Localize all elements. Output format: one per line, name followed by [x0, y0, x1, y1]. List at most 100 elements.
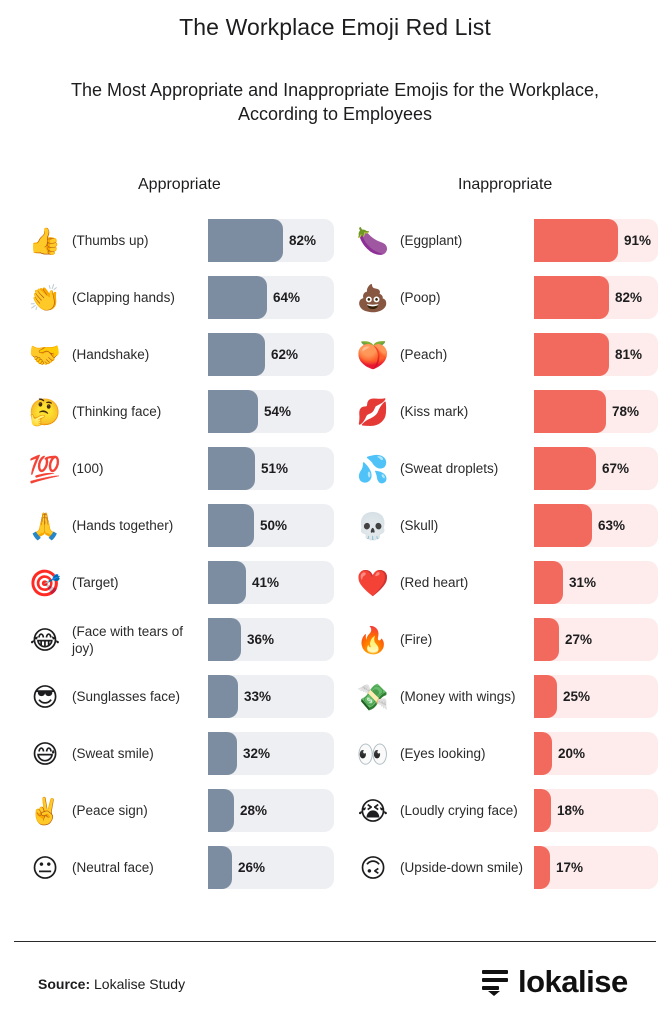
lokalise-logo-text: lokalise — [518, 964, 628, 999]
appropriate-bar — [208, 618, 241, 661]
appropriate-bar — [208, 846, 232, 889]
appropriate-category-label: (Face with tears of joy) — [72, 623, 184, 656]
appropriate-value-label: 82% — [289, 233, 317, 248]
inappropriate-category-label: (Upside-down smile) — [400, 860, 524, 875]
appropriate-bar — [208, 789, 234, 832]
lokalise-logo: lokalise — [480, 962, 628, 1002]
appropriate-bar-track — [208, 846, 334, 889]
inappropriate-value-label: 67% — [602, 461, 630, 476]
inappropriate-value-label: 27% — [565, 632, 593, 647]
appropriate-value-label: 64% — [273, 290, 301, 305]
lokalise-logo-icon — [482, 970, 508, 996]
appropriate-row: ✌️ (Peace sign) 28% — [28, 789, 334, 832]
source-text: Lokalise Study — [90, 976, 186, 992]
appropriate-bar-track — [208, 675, 334, 718]
appropriate-value-label: 62% — [271, 347, 299, 362]
appropriate-bar — [208, 219, 283, 262]
appropriate-bar-track — [208, 561, 334, 604]
inappropriate-category-label: (Fire) — [400, 632, 433, 647]
inappropriate-emoji-icon: 🙃 — [359, 854, 387, 884]
appropriate-row: 👍 (Thumbs up) 82% — [28, 219, 334, 262]
inappropriate-bar-track — [534, 732, 658, 775]
appropriate-bar-track — [208, 333, 334, 376]
inappropriate-bar — [534, 618, 559, 661]
appropriate-bar — [208, 675, 238, 718]
inappropriate-category-label: (Kiss mark) — [400, 404, 469, 419]
appropriate-bar — [208, 504, 254, 547]
inappropriate-category-label: (Skull) — [400, 518, 439, 533]
inappropriate-row: 🙃 (Upside-down smile) 17% — [356, 846, 658, 889]
inappropriate-emoji-icon: 💸 — [356, 683, 390, 713]
appropriate-value-label: 41% — [252, 575, 280, 590]
appropriate-row: 😎 (Sunglasses face) 33% — [28, 675, 334, 718]
appropriate-category-label: (100) — [72, 461, 104, 476]
inappropriate-category-label: (Money with wings) — [400, 689, 516, 704]
appropriate-value-label: 51% — [261, 461, 289, 476]
inappropriate-emoji-icon: 👀 — [356, 740, 390, 770]
inappropriate-bar — [534, 276, 609, 319]
appropriate-category-label: (Peace sign) — [72, 803, 148, 818]
chart-subtitle: The Most Appropriate and Inappropriate E… — [71, 80, 599, 124]
appropriate-row: 🤔 (Thinking face) 54% — [28, 390, 334, 433]
appropriate-category-label: (Target) — [72, 575, 119, 590]
footer-divider — [14, 941, 656, 942]
appropriate-emoji-icon: 🙏 — [28, 512, 62, 542]
inappropriate-bar — [534, 504, 592, 547]
appropriate-bar-track — [208, 504, 334, 547]
source-note: Source: Lokalise Study — [38, 976, 185, 992]
inappropriate-bar-track — [534, 333, 658, 376]
appropriate-bar-track — [208, 447, 334, 490]
inappropriate-value-label: 18% — [557, 803, 585, 818]
inappropriate-category-label: (Poop) — [400, 290, 441, 305]
appropriate-emoji-icon: 🎯 — [28, 569, 62, 599]
inappropriate-bar — [534, 333, 609, 376]
appropriate-row: 😅 (Sweat smile) 32% — [28, 732, 334, 775]
appropriate-emoji-icon: 💯 — [28, 455, 62, 485]
inappropriate-bar-track — [534, 561, 658, 604]
inappropriate-emoji-icon: 🍑 — [356, 341, 390, 371]
inappropriate-value-label: 82% — [615, 290, 643, 305]
appropriate-bar — [208, 276, 267, 319]
appropriate-bar — [208, 447, 255, 490]
inappropriate-bar-track — [534, 675, 658, 718]
appropriate-bar — [208, 732, 237, 775]
appropriate-category-label: (Sunglasses face) — [72, 689, 181, 704]
inappropriate-row: 💩 (Poop) 82% — [356, 276, 658, 319]
inappropriate-bar-track — [534, 219, 658, 262]
inappropriate-row: 👀 (Eyes looking) 20% — [356, 732, 658, 775]
appropriate-category-label: (Clapping hands) — [72, 290, 175, 305]
inappropriate-value-label: 17% — [556, 860, 584, 875]
appropriate-category-label: (Hands together) — [72, 518, 174, 533]
chart-title: The Workplace Emoji Red List — [179, 14, 491, 40]
appropriate-category-label: (Sweat smile) — [72, 746, 154, 761]
inappropriate-row: 🔥 (Fire) 27% — [356, 618, 658, 661]
inappropriate-bar-track — [534, 789, 658, 832]
inappropriate-category-label: (Sweat droplets) — [400, 461, 499, 476]
inappropriate-heading: Inappropriate — [458, 176, 553, 193]
appropriate-emoji-icon: 😂 — [29, 626, 61, 656]
inappropriate-bar-track — [534, 447, 658, 490]
inappropriate-emoji-icon: 💀 — [356, 512, 390, 542]
appropriate-category-label: (Handshake) — [72, 347, 150, 362]
inappropriate-value-label: 81% — [615, 347, 643, 362]
inappropriate-row: 🍑 (Peach) 81% — [356, 333, 658, 376]
inappropriate-bar-track — [534, 846, 658, 889]
inappropriate-value-label: 78% — [612, 404, 640, 419]
appropriate-row: 🙏 (Hands together) 50% — [28, 504, 334, 547]
inappropriate-row: 💸 (Money with wings) 25% — [356, 675, 658, 718]
inappropriate-bar-track — [534, 276, 658, 319]
appropriate-emoji-icon: 😐 — [31, 854, 59, 884]
appropriate-bar-track — [208, 390, 334, 433]
inappropriate-category-label: (Eyes looking) — [400, 746, 486, 761]
inappropriate-emoji-icon: 🔥 — [356, 626, 390, 656]
inappropriate-category-label: (Peach) — [400, 347, 448, 362]
inappropriate-row: ❤️ (Red heart) 31% — [356, 561, 658, 604]
inappropriate-emoji-icon: 💩 — [356, 284, 390, 314]
inappropriate-emoji-icon: 💋 — [356, 398, 390, 428]
inappropriate-category-label: (Loudly crying face) — [400, 803, 518, 818]
inappropriate-value-label: 20% — [558, 746, 586, 761]
appropriate-row: 💯 (100) 51% — [28, 447, 334, 490]
appropriate-value-label: 50% — [260, 518, 288, 533]
inappropriate-row: 💀 (Skull) 63% — [356, 504, 658, 547]
appropriate-bar-track — [208, 618, 334, 661]
